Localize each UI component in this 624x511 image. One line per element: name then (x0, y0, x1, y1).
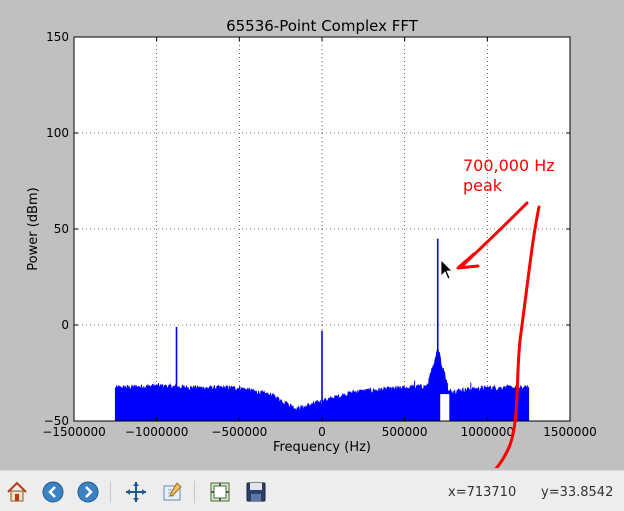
annotation-line1: 700,000 Hz (463, 156, 555, 175)
back-button[interactable] (40, 479, 66, 505)
y-tick-label: 100 (46, 126, 69, 140)
pan-button[interactable] (123, 479, 149, 505)
spectrum-notch (440, 394, 450, 421)
arrow-right-icon (77, 481, 99, 503)
x-tick-label: 500000 (382, 425, 428, 439)
annotation-arrow-to-readout (494, 205, 541, 468)
floppy-icon (246, 482, 266, 502)
coordinate-x-readout: x=713710 (448, 485, 517, 500)
x-tick-label: −1500000 (42, 425, 106, 439)
y-tick-label: 0 (61, 318, 69, 332)
zoom-button[interactable] (159, 479, 185, 505)
figure-canvas: 65536-Point Complex FFT −1500000 −1000000… (26, 17, 597, 468)
x-tick-label: −500000 (211, 425, 267, 439)
x-axis-label: Frequency (Hz) (273, 440, 371, 455)
subplots-icon (210, 482, 230, 502)
mouse-cursor-icon (440, 259, 453, 280)
x-tick-label: 0 (318, 425, 326, 439)
forward-button[interactable] (75, 479, 101, 505)
noise-floor-area (114, 347, 530, 422)
y-axis-label: Power (dBm) (26, 187, 41, 270)
coordinate-y-readout: y=33.8542 (541, 485, 614, 500)
subplots-button[interactable] (207, 479, 233, 505)
navigation-toolbar: x=713710 y=33.8542 (0, 470, 624, 511)
x-tick-label: 1000000 (461, 425, 514, 439)
home-icon (7, 481, 27, 502)
axis-ticks: −1500000 −1000000 −500000 0 500000 1000000 150… (42, 30, 596, 439)
x-tick-label: 1500000 (543, 425, 596, 439)
y-tick-label: −50 (44, 414, 69, 428)
home-button[interactable] (4, 479, 30, 505)
chart-title: 65536-Point Complex FFT (226, 17, 419, 35)
save-button[interactable] (243, 479, 269, 505)
move-icon (126, 482, 146, 502)
x-tick-label: −1000000 (125, 425, 189, 439)
annotation-line2: peak (463, 176, 503, 195)
annotation-arrow-to-peak-head (456, 252, 480, 270)
zoom-rect-icon (163, 482, 182, 501)
spectrum-series (114, 238, 530, 422)
arrow-left-icon (42, 481, 64, 503)
y-tick-label: 50 (54, 222, 69, 236)
y-tick-label: 150 (46, 30, 69, 44)
